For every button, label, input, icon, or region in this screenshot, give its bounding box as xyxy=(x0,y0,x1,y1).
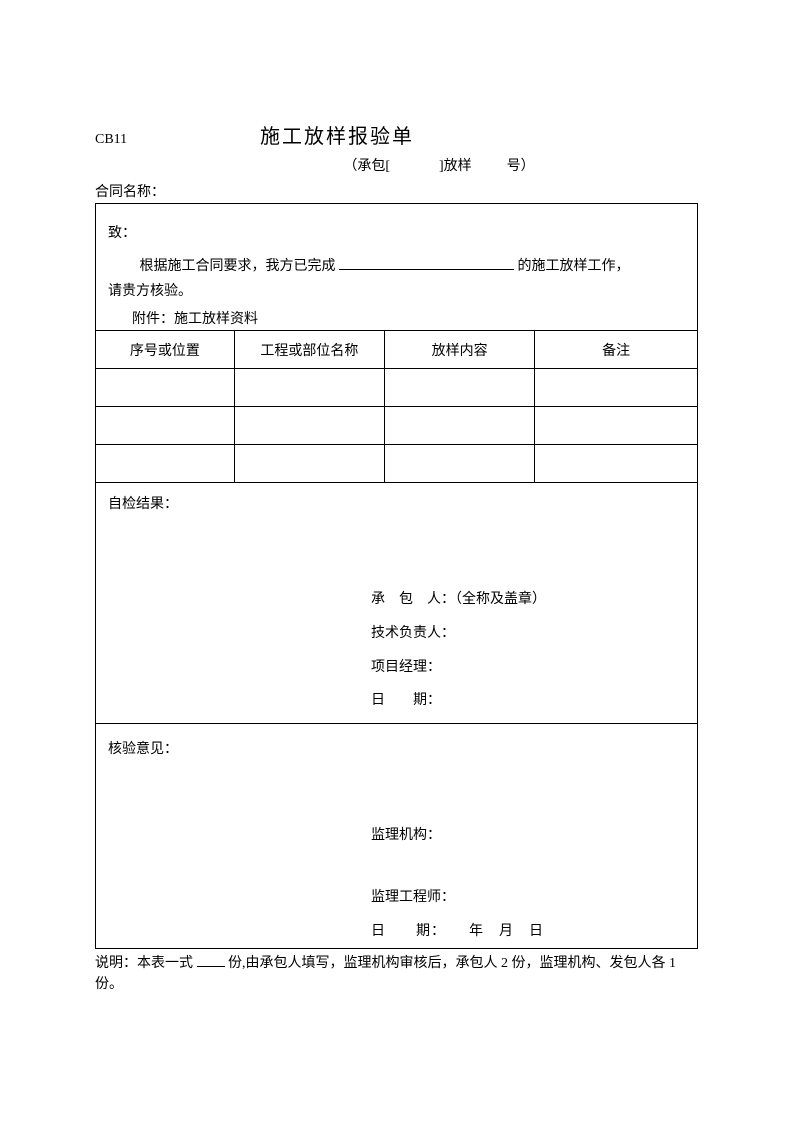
sig-supervisor-eng: 监理工程师： xyxy=(371,881,544,915)
form-code: CB11 xyxy=(95,132,260,148)
attachment-line: 附件：施工放样资料 xyxy=(96,308,697,328)
cell[interactable] xyxy=(384,369,534,407)
sig-verify-date: 日 期： 年 月 日 xyxy=(371,915,544,949)
intro-part1: 根据施工合同要求，我方已完成 xyxy=(140,259,336,274)
cell[interactable] xyxy=(384,445,534,483)
subtitle-prefix: （承包[ xyxy=(343,159,390,174)
footer-note: 说明：本表一式 份,由承包人填写，监理机构审核后，承包人 2 份，监理机构、发包… xyxy=(95,953,698,995)
blank-copies[interactable] xyxy=(197,953,225,967)
subtitle-row: （承包[ ]放样 号） xyxy=(95,155,698,175)
self-check-section: 自检结果： 承 包 人：（全称及盖章） 技术负责人： 项目经理： 日 期： xyxy=(96,483,697,723)
sig-contractor: 承 包 人：（全称及盖章） xyxy=(371,583,546,617)
cell[interactable] xyxy=(535,407,697,445)
cell[interactable] xyxy=(96,445,234,483)
supervisor-signature-block: 监理机构： 监理工程师： 日 期： 年 月 日 xyxy=(371,819,544,948)
cell[interactable] xyxy=(384,407,534,445)
contract-name-row: 合同名称： xyxy=(95,181,698,201)
sig-date: 日 期： xyxy=(371,684,546,718)
cell[interactable] xyxy=(535,445,697,483)
spacer xyxy=(371,853,544,881)
cell[interactable] xyxy=(234,369,384,407)
verify-section: 核验意见： 监理机构： 监理工程师： 日 期： 年 月 日 xyxy=(96,723,697,948)
to-label: 致： xyxy=(108,226,136,241)
sig-pm: 项目经理： xyxy=(371,651,546,685)
subtitle-mid: ]放样 xyxy=(439,159,472,174)
th-remark: 备注 xyxy=(535,331,697,369)
cell[interactable] xyxy=(535,369,697,407)
attachment-label: 附件：施工放样资料 xyxy=(132,312,258,327)
subtitle-blank-2 xyxy=(475,159,503,174)
cell[interactable] xyxy=(96,407,234,445)
contract-label: 合同名称： xyxy=(95,185,165,200)
cell[interactable] xyxy=(234,407,384,445)
to-section: 致： xyxy=(96,204,697,254)
page-container: CB11 施工放样报验单 （承包[ ]放样 号） 合同名称： 致： 根据施工合同… xyxy=(0,0,793,1055)
page-title: 施工放样报验单 xyxy=(260,120,414,149)
th-position: 序号或位置 xyxy=(96,331,234,369)
intro-part2: 的施工放样工作， xyxy=(518,259,630,274)
verify-label: 核验意见： xyxy=(108,738,685,758)
table-header-row: 序号或位置 工程或部位名称 放样内容 备注 xyxy=(96,331,697,369)
intro-line2: 请贵方核验。 xyxy=(108,284,192,299)
subtitle-suffix: 号） xyxy=(507,159,535,174)
footer-part1: 说明：本表一式 xyxy=(95,956,193,971)
self-check-label: 自检结果： xyxy=(108,493,685,513)
th-project-part: 工程或部位名称 xyxy=(234,331,384,369)
th-content: 放样内容 xyxy=(384,331,534,369)
blank-project-name[interactable] xyxy=(339,254,514,270)
table-row xyxy=(96,369,697,407)
form-outer-box: 致： 根据施工合同要求，我方已完成 的施工放样工作， 请贵方核验。 附件：施工放… xyxy=(95,203,698,949)
subtitle-blank-1 xyxy=(394,159,436,174)
sig-supervisor-org: 监理机构： xyxy=(371,819,544,853)
contractor-signature-block: 承 包 人：（全称及盖章） 技术负责人： 项目经理： 日 期： xyxy=(371,583,546,717)
details-table: 序号或位置 工程或部位名称 放样内容 备注 xyxy=(96,330,697,483)
sig-tech-lead: 技术负责人： xyxy=(371,617,546,651)
table-row xyxy=(96,445,697,483)
cell[interactable] xyxy=(234,445,384,483)
intro-paragraph: 根据施工合同要求，我方已完成 的施工放样工作， 请贵方核验。 xyxy=(96,254,697,308)
cell[interactable] xyxy=(96,369,234,407)
header-row: CB11 施工放样报验单 xyxy=(95,120,698,149)
table-row xyxy=(96,407,697,445)
